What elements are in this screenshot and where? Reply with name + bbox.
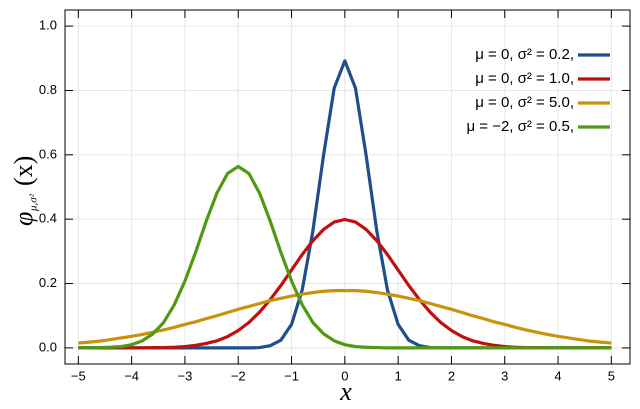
y-label-symbol: φ: [9, 212, 38, 226]
legend-label: μ = −2, σ² = 0.5,: [466, 118, 574, 135]
x-tick-label: −5: [71, 368, 86, 383]
y-tick-label: 1.0: [39, 18, 57, 33]
x-tick-label: 3: [501, 368, 508, 383]
y-tick-label: 0.8: [39, 82, 57, 97]
y-label-argument: (x): [9, 156, 38, 186]
legend-label: μ = 0, σ² = 0.2,: [475, 46, 574, 63]
x-tick-label: 0: [341, 368, 348, 383]
x-tick-label: −4: [124, 368, 139, 383]
y-tick-label: 0.6: [39, 146, 57, 161]
y-tick-label: 0.4: [39, 211, 57, 226]
y-axis-label: φ μ,σ² (x): [9, 156, 40, 226]
x-axis-label: x: [339, 377, 352, 406]
y-label-subscript: μ,σ²: [28, 193, 40, 212]
series-line: [78, 289, 612, 345]
x-tick-label: −2: [231, 368, 246, 383]
x-tick-label: 5: [608, 368, 615, 383]
legend-label: μ = 0, σ² = 1.0,: [475, 70, 574, 87]
plot-frame: [64, 9, 631, 365]
x-tick-label: −1: [284, 368, 299, 383]
x-tick-label: −3: [178, 368, 193, 383]
x-tick-label: 4: [554, 368, 561, 383]
y-tick-label: 0.2: [39, 275, 57, 290]
series-line: [78, 164, 612, 350]
y-tick-label: 0.0: [39, 339, 57, 354]
x-tick-label: 2: [448, 368, 455, 383]
x-tick-label: 1: [395, 368, 402, 383]
legend-label: μ = 0, σ² = 5.0,: [475, 94, 574, 111]
